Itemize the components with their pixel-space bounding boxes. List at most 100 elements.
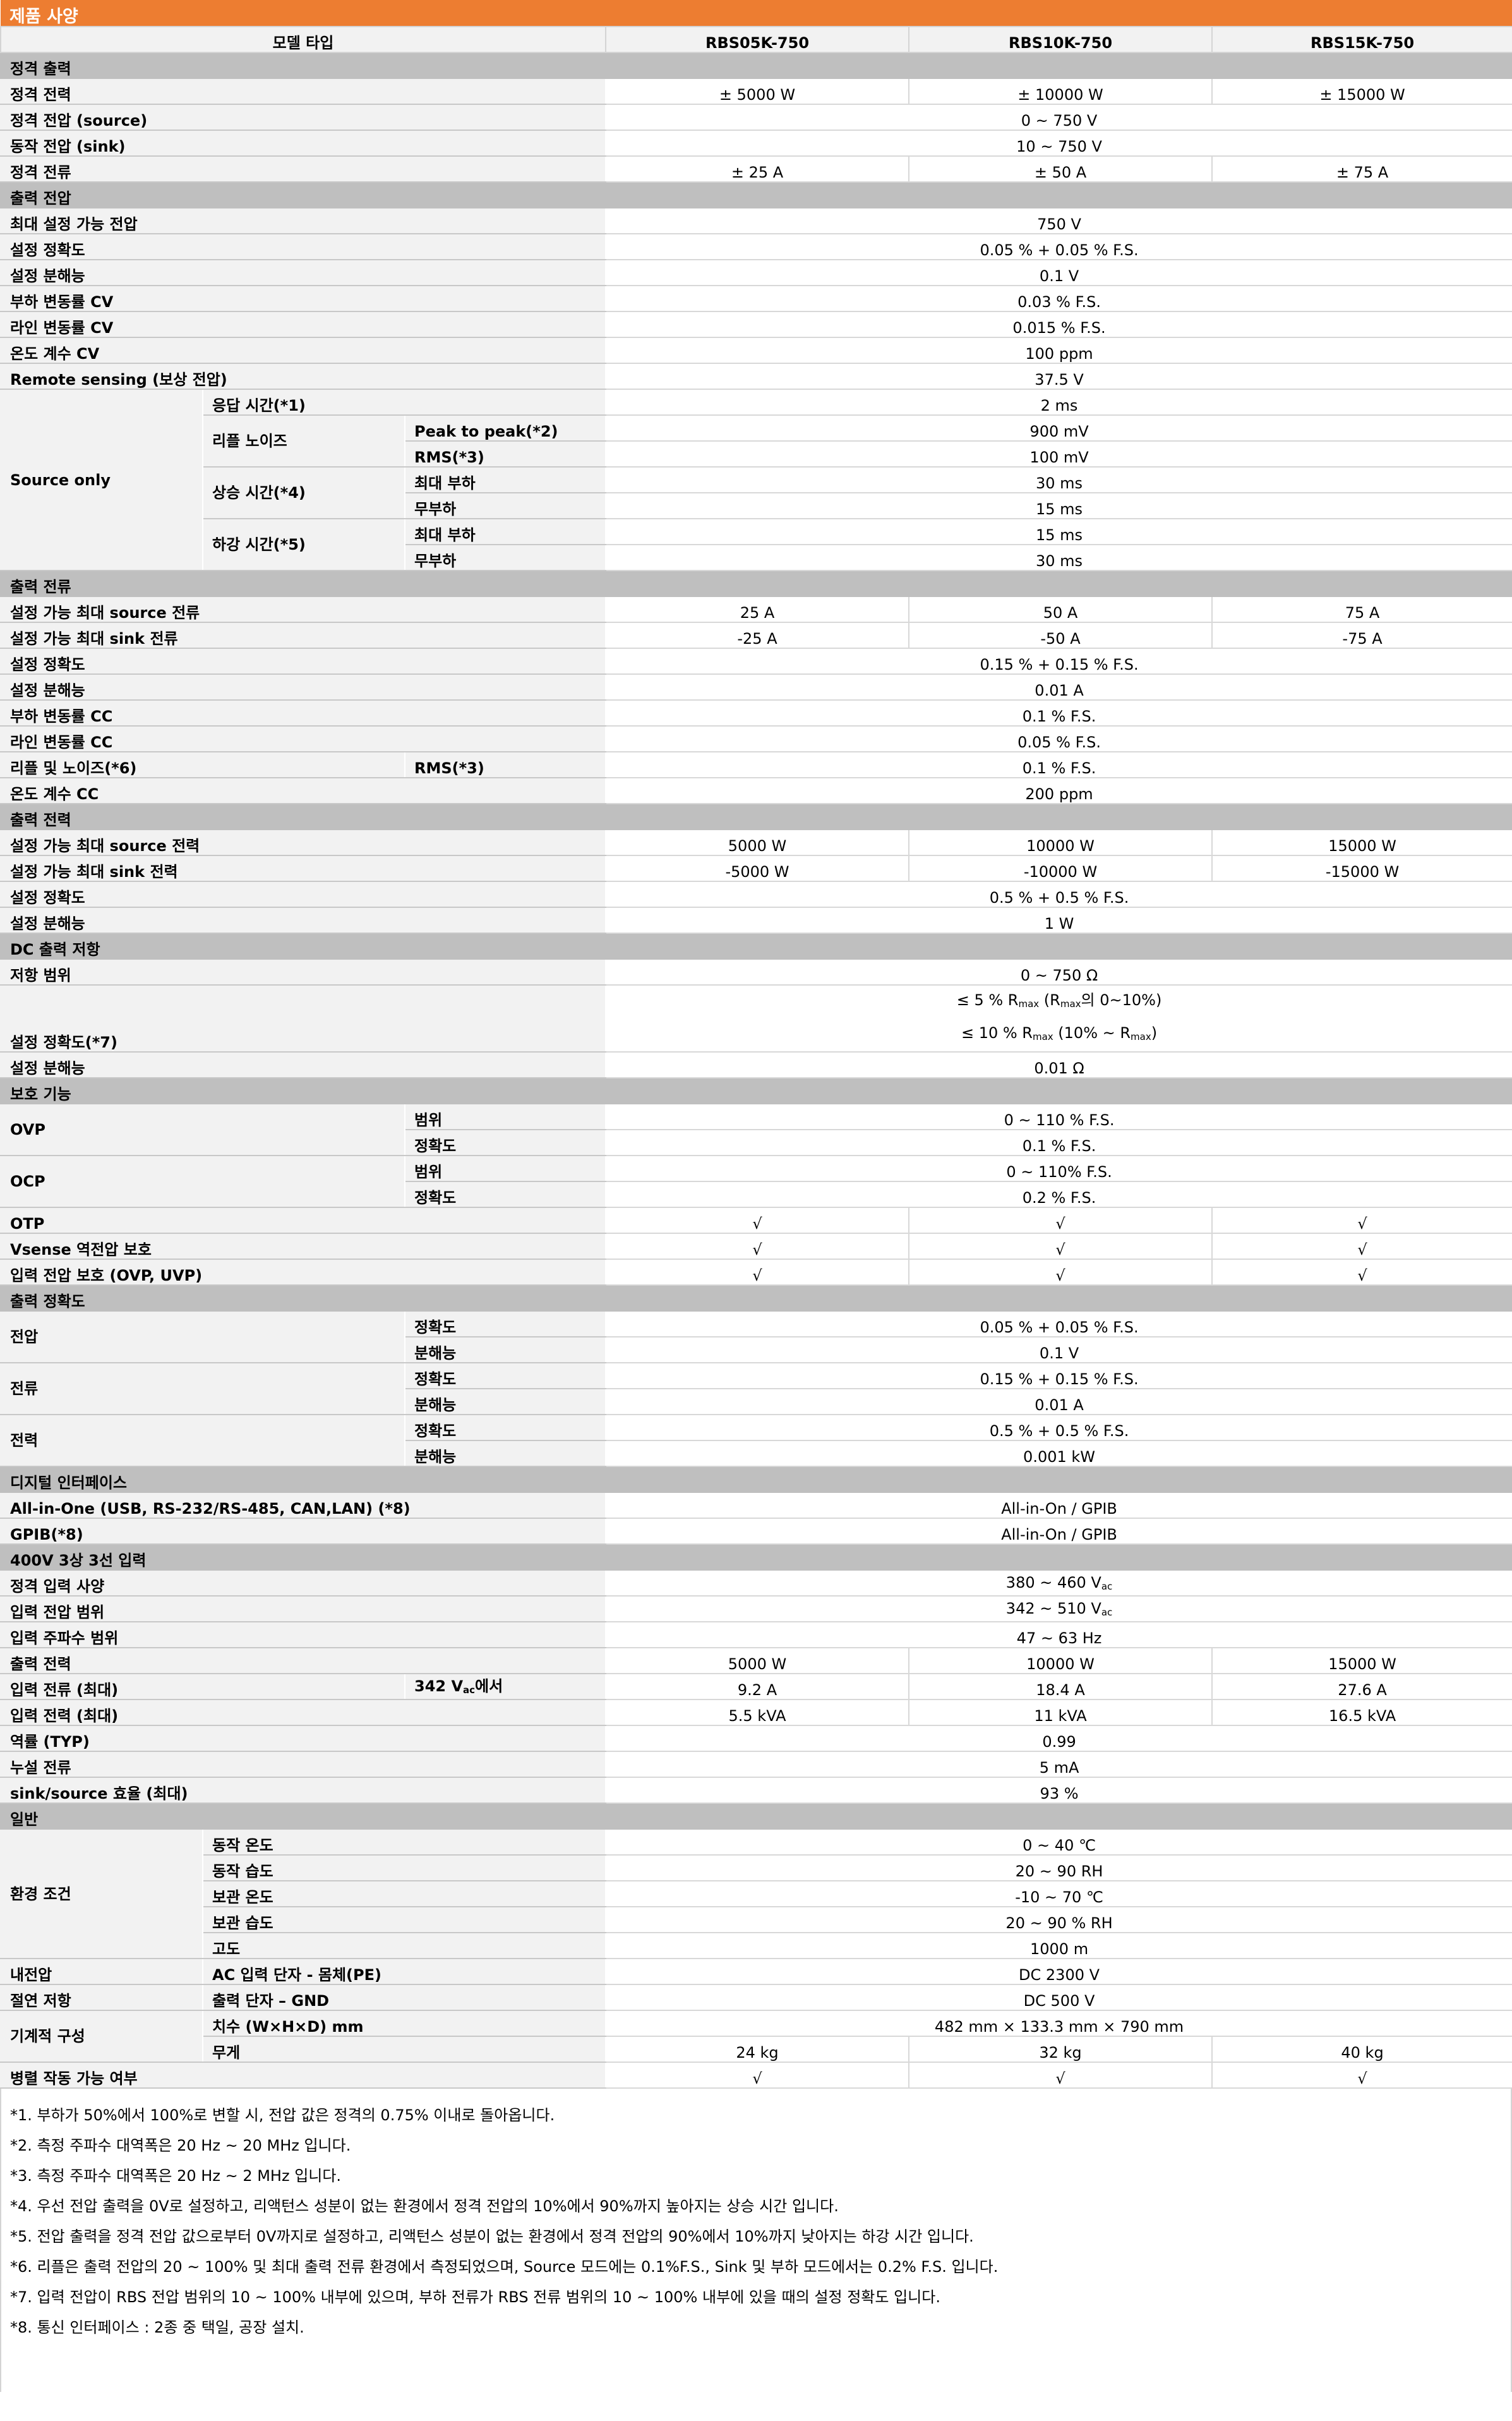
spec-label: All-in-One (USB, RS-232/RS-485, CAN,LAN)…	[0, 1492, 606, 1519]
spec-row: 기계적 구성 치수 (W×H×D) mm 482 mm × 133.3 mm × 7…	[0, 2010, 1512, 2063]
spec-label: 정확도	[404, 1414, 606, 1441]
spec-value: 0.99	[604, 1725, 1512, 1752]
spec-label: 설정 가능 최대 sink 전류	[0, 622, 606, 649]
spec-label: 라인 변동률 CC	[0, 725, 606, 752]
spec-value: 0.1 % F.S.	[604, 699, 1512, 727]
spec-value: 100 mV	[604, 440, 1512, 468]
spec-label: 입력 주파수 범위	[0, 1621, 606, 1648]
page-title: 제품 사양	[1, 0, 1512, 27]
spec-label: OTP	[0, 1207, 606, 1234]
spec-row: 정확도 0.2 % F.S.	[1, 1181, 1512, 1208]
spec-label: Vsense 역전압 보호	[0, 1233, 606, 1260]
spec-value: -50 A	[908, 622, 1213, 649]
spec-label: 온도 계수 CV	[0, 337, 606, 364]
spec-row: 설정 가능 최대 source 전류 25 A 50 A 75 A	[0, 596, 1512, 623]
spec-value: 0.015 % F.S.	[604, 311, 1512, 338]
spec-value: 380 ~ 460 Vac	[604, 1569, 1512, 1597]
section-row: 일반	[0, 1802, 1512, 1830]
spec-label: 설정 분해능	[0, 259, 606, 286]
spec-value: 0.1 V	[604, 1336, 1512, 1363]
spec-row: 최대 설정 가능 전압 750 V	[0, 207, 1512, 234]
spec-label: 설정 정확도	[0, 233, 606, 260]
spec-value-line: 380 ~ 460 Vac	[1005, 1574, 1113, 1592]
section-row: 출력 전류	[0, 570, 1512, 597]
spec-value: √	[605, 1233, 909, 1260]
spec-value: 15 ms	[604, 518, 1512, 545]
spec-row: 라인 변동률 CC 0.05 % F.S.	[0, 725, 1512, 752]
spec-value: 0.15 % + 0.15 % F.S.	[604, 1362, 1512, 1389]
spec-value: 0.05 % F.S.	[604, 725, 1512, 752]
section-header: 출력 전력	[0, 803, 1512, 830]
spec-value: -10000 W	[908, 855, 1213, 882]
spec-label: 고도	[202, 1932, 606, 1959]
spec-row: 부하 변동률 CV 0.03 % F.S.	[0, 285, 1512, 312]
spec-row: RMS(*3) 100 mV	[1, 440, 1512, 468]
section-header: DC 출력 저항	[0, 933, 1512, 960]
spec-row: 리플 노이즈 Peak to peak(*2) 900 mV	[1, 414, 1512, 468]
spec-label: 설정 정확도(*7)	[0, 984, 606, 1053]
spec-value: 0 ~ 750 V	[604, 104, 1512, 131]
spec-label: 설정 분해능	[0, 1051, 606, 1078]
spec-value: -15000 W	[1211, 855, 1512, 882]
spec-label: 설정 정확도	[0, 881, 606, 908]
spec-value: ± 5000 W	[605, 78, 909, 105]
spec-row: 역률 (TYP) 0.99	[0, 1725, 1512, 1752]
spec-label: 역률 (TYP)	[0, 1725, 606, 1752]
section-header: 출력 전압	[0, 181, 1512, 208]
spec-value: 1 W	[604, 907, 1512, 934]
spec-label: 입력 전력 (최대)	[0, 1699, 606, 1726]
spec-value: 18.4 A	[908, 1673, 1213, 1700]
model-type-header: 모델 타입	[0, 26, 606, 53]
spec-label: 리플 노이즈	[202, 414, 405, 468]
section-row: 출력 전압	[0, 181, 1512, 208]
spec-value: 0.1 % F.S.	[604, 751, 1512, 778]
section-row: DC 출력 저항	[0, 933, 1512, 960]
spec-row: 보관 습도 20 ~ 90 % RH	[1, 1906, 1512, 1933]
spec-row: OVP 범위 0 ~ 110 % F.S.	[0, 1103, 1512, 1156]
spec-value: √	[1211, 1259, 1512, 1286]
spec-label: 동작 온도	[202, 1828, 606, 1856]
spec-label: 리플 및 노이즈(*6)	[0, 751, 405, 778]
spec-row: 설정 정확도 0.15 % + 0.15 % F.S.	[0, 648, 1512, 675]
spec-value: DC 2300 V	[604, 1958, 1512, 1985]
spec-value: √	[1211, 2062, 1512, 2089]
spec-row: 정확도 0.1 % F.S.	[1, 1129, 1512, 1156]
spec-value-line: ≤ 5 % Rmax (Rmax의 0~10%)	[956, 991, 1162, 1010]
section-header: 출력 전류	[0, 570, 1512, 597]
footnotes-panel: *1. 부하가 50%에서 100%로 변할 시, 전압 값은 정격의 0.75…	[0, 2089, 1512, 2392]
spec-value: ± 75 A	[1211, 155, 1512, 183]
footnote: *5. 전압 출력을 정격 전압 값으로부터 0V까지로 설정하고, 리액턴스 …	[10, 2228, 974, 2245]
spec-value: 0 ~ 750 Ω	[604, 958, 1512, 986]
spec-row: 동작 습도 20 ~ 90 RH	[1, 1854, 1512, 1881]
spec-label: Peak to peak(*2)	[404, 414, 606, 442]
spec-value: √	[605, 1259, 909, 1286]
spec-row: 무게 24 kg 32 kg 40 kg	[1, 2036, 1512, 2063]
spec-label: 입력 전압 범위	[0, 1595, 606, 1622]
spec-row: 전압 정확도 0.05 % + 0.05 % F.S.	[0, 1310, 1512, 1363]
spec-value: 0 ~ 40 ℃	[604, 1828, 1512, 1856]
spec-value: 24 kg	[605, 2036, 909, 2063]
spec-value: -5000 W	[605, 855, 909, 882]
spec-row: 입력 전류 (최대) 342 Vac에서 9.2 A 18.4 A 27.6 A	[0, 1673, 1512, 1700]
spec-value: 482 mm × 133.3 mm × 790 mm	[604, 2010, 1512, 2037]
spec-value: 0.5 % + 0.5 % F.S.	[604, 881, 1512, 908]
spec-value: 342 ~ 510 Vac	[604, 1595, 1512, 1622]
footnote: *7. 입력 전압이 RBS 전압 범위의 10 ~ 100% 내부에 있으며,…	[10, 2288, 940, 2306]
spec-row: 저항 범위 0 ~ 750 Ω	[0, 958, 1512, 986]
spec-value: √	[1211, 1207, 1512, 1234]
spec-value: 0.05 % + 0.05 % F.S.	[604, 1310, 1512, 1337]
spec-label: 동작 습도	[202, 1854, 606, 1881]
spec-value: DC 500 V	[604, 1984, 1512, 2011]
spec-row: 리플 및 노이즈(*6) RMS(*3) 0.1 % F.S.	[0, 751, 1512, 778]
spec-row: 무부하 15 ms	[1, 492, 1512, 519]
spec-label: 분해능	[404, 1388, 606, 1415]
section-row: 보호 기능	[0, 1077, 1512, 1104]
spec-label: 전압	[0, 1310, 405, 1363]
spec-label: 입력 전압 보호 (OVP, UVP)	[0, 1259, 606, 1286]
spec-label: 전력	[0, 1414, 405, 1467]
spec-value: -75 A	[1211, 622, 1512, 649]
spec-label: 정확도	[404, 1129, 606, 1156]
spec-row: GPIB(*8) All-in-On / GPIB	[0, 1518, 1512, 1545]
spec-value: √	[908, 2062, 1213, 2089]
section-header: 일반	[0, 1802, 1512, 1830]
